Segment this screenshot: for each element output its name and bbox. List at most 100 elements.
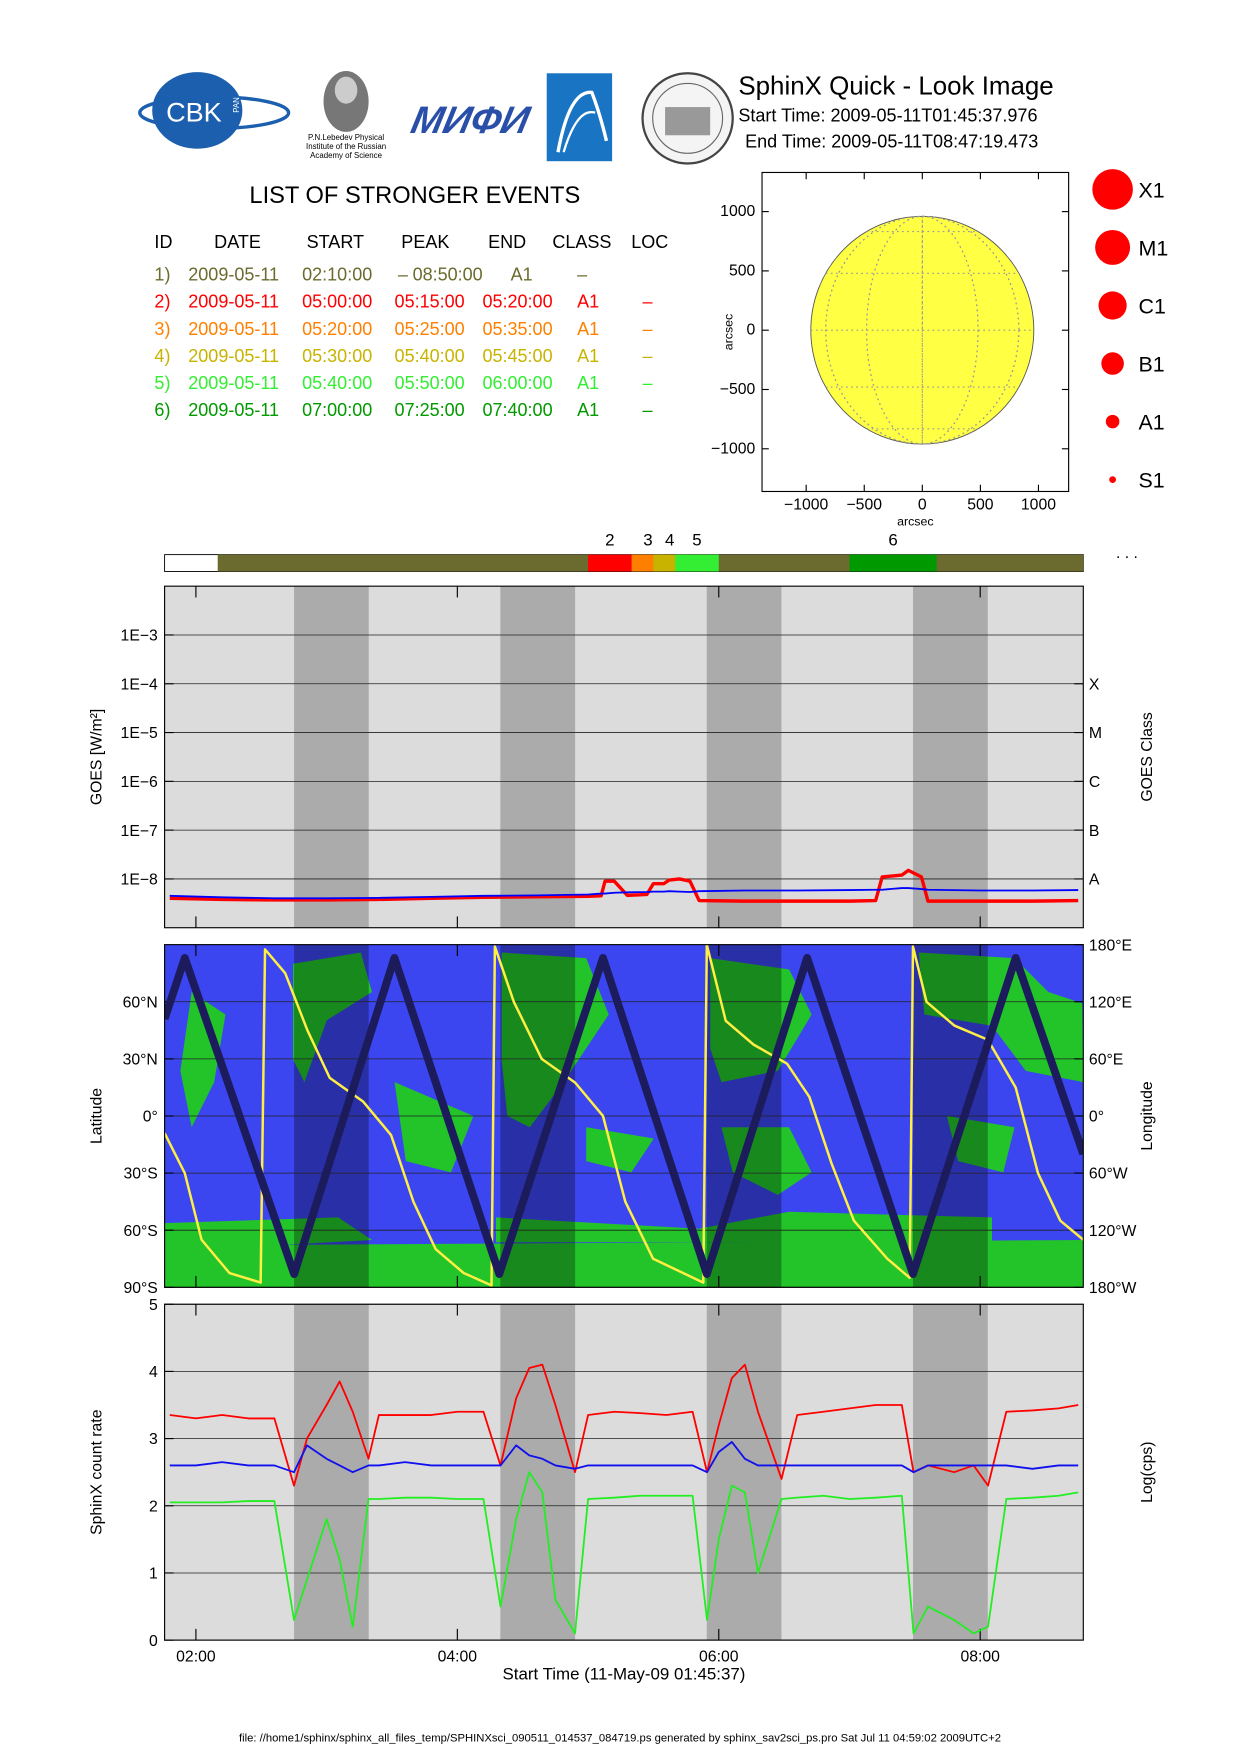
logo-shape [556, 90, 609, 153]
event-bar-segment [588, 554, 632, 572]
y-tick-label: 1E−6 [121, 774, 158, 791]
logo-text: PAN [232, 97, 241, 113]
column-header: START [307, 232, 364, 252]
series-line [169, 1441, 1079, 1474]
column-header: DATE [214, 232, 261, 252]
event-cell: 6) [154, 400, 170, 420]
shaded-interval [294, 586, 369, 928]
event-cell: 05:40:00 [395, 346, 465, 366]
shaded-interval [500, 586, 576, 928]
y-tick-label: 1E−5 [121, 725, 158, 742]
y-tick-label: 1000 [720, 203, 755, 220]
y-tick-label: 1 [149, 1566, 158, 1583]
event-cell: 2009-05-11 [188, 292, 279, 312]
y2-tick-label: M [1089, 725, 1102, 742]
y-tick-label: 90°S [123, 1280, 157, 1297]
y-axis-label: Latitude [88, 1088, 105, 1144]
logo-seal [641, 72, 734, 165]
y-tick-label: 5 [149, 1297, 158, 1314]
y-axis-label: arcsec [722, 314, 736, 350]
column-header: END [488, 232, 526, 252]
x-tick-label: −500 [846, 497, 882, 514]
logo-ring [138, 95, 291, 131]
y-tick-label: 500 [729, 262, 756, 279]
y2-tick-label: C [1089, 774, 1100, 791]
plot-area [169, 868, 1079, 903]
size-legend-label: C1 [1139, 294, 1166, 318]
size-legend-marker [1101, 352, 1124, 375]
column-header: ID [154, 232, 172, 252]
column-header: LOC [631, 232, 668, 252]
series-line [164, 944, 1084, 1287]
event-cell: – [643, 319, 654, 339]
y-tick-label: 4 [149, 1364, 158, 1381]
event-bar-segment [849, 554, 937, 572]
y-tick-label: −500 [720, 381, 756, 398]
y-tick-label: 1E−7 [121, 823, 158, 840]
x-tick-label: 02:00 [176, 1649, 216, 1666]
logo-shape [652, 82, 724, 154]
land [164, 1217, 373, 1252]
event-cell: 05:30:00 [302, 346, 372, 366]
logo-mifi: МИФИ [407, 99, 534, 142]
event-cell: A1 [577, 346, 599, 366]
x-axis-label: arcsec [897, 514, 933, 528]
event-cell: 02:10:00 [302, 265, 372, 285]
y-tick-label: 2 [149, 1498, 158, 1515]
event-cell: 2) [154, 292, 170, 312]
sun-grid [825, 215, 1020, 445]
series-line [169, 1471, 1079, 1635]
size-legend-marker [1098, 291, 1127, 320]
land [586, 1127, 654, 1173]
x-tick-label: 06:00 [699, 1649, 739, 1666]
event-cell: 3) [154, 319, 170, 339]
title: SphinX Quick - Look Image [738, 73, 1053, 101]
logo-text: CBK [166, 98, 222, 128]
event-bar-label: 6 [888, 531, 897, 550]
series-line [164, 953, 1084, 1278]
events-title: LIST OF STRONGER EVENTS [249, 183, 580, 209]
shaded-interval [500, 1304, 576, 1641]
event-bar-more: . . . [1116, 545, 1138, 562]
y2-tick-label: 60°W [1089, 1166, 1128, 1183]
event-cell: A1 [577, 319, 599, 339]
logo-shape [562, 110, 596, 153]
event-cell: 05:45:00 [482, 346, 552, 366]
start-time: Start Time: 2009-05-11T01:45:37.976 [738, 106, 1037, 126]
y2-tick-label: 120°E [1089, 994, 1132, 1011]
y2-axis-label: Longitude [1139, 1081, 1156, 1150]
x-tick-label: 0 [918, 497, 927, 514]
event-cell: 05:40:00 [302, 373, 372, 393]
event-cell: 07:25:00 [395, 400, 465, 420]
y2-tick-label: X [1089, 676, 1100, 693]
logo-cbk: CBK PAN [138, 72, 291, 149]
event-cell: 05:35:00 [482, 319, 552, 339]
y2-tick-label: 0° [1089, 1109, 1104, 1126]
event-bar-label: 4 [665, 531, 674, 550]
land [496, 1211, 992, 1243]
y-tick-label: 60°N [123, 994, 158, 1011]
event-cell: 05:20:00 [302, 319, 372, 339]
size-legend-label: B1 [1139, 352, 1165, 376]
y2-tick-label: 180°E [1089, 937, 1132, 954]
y2-tick-label: 180°W [1089, 1280, 1137, 1297]
event-cell: 05:20:00 [482, 292, 552, 312]
x-tick-label: 1000 [1021, 497, 1056, 514]
event-cell: A1 [577, 400, 599, 420]
event-cell: 2009-05-11 [188, 346, 279, 366]
axis-frame [164, 944, 1084, 1288]
column-header: PEAK [401, 232, 449, 252]
y-tick-label: 0 [746, 322, 755, 339]
shaded-interval [913, 1304, 988, 1641]
x-axis-label: Start Time (11-May-09 01:45:37) [503, 1665, 746, 1684]
size-legend-marker [1092, 169, 1133, 210]
event-cell: – [643, 400, 654, 420]
shaded-interval [294, 1304, 369, 1641]
size-legend-label: S1 [1139, 469, 1165, 493]
logo-lebedev: P.N.Lebedev Physical Institute of the Ru… [306, 71, 386, 160]
y2-tick-label: 60°E [1089, 1051, 1123, 1068]
size-legend-label: X1 [1139, 178, 1165, 202]
footer: file: //home1/sphinx/sphinx_all_files_te… [239, 1733, 1001, 1745]
axis-frame [164, 1303, 1084, 1641]
